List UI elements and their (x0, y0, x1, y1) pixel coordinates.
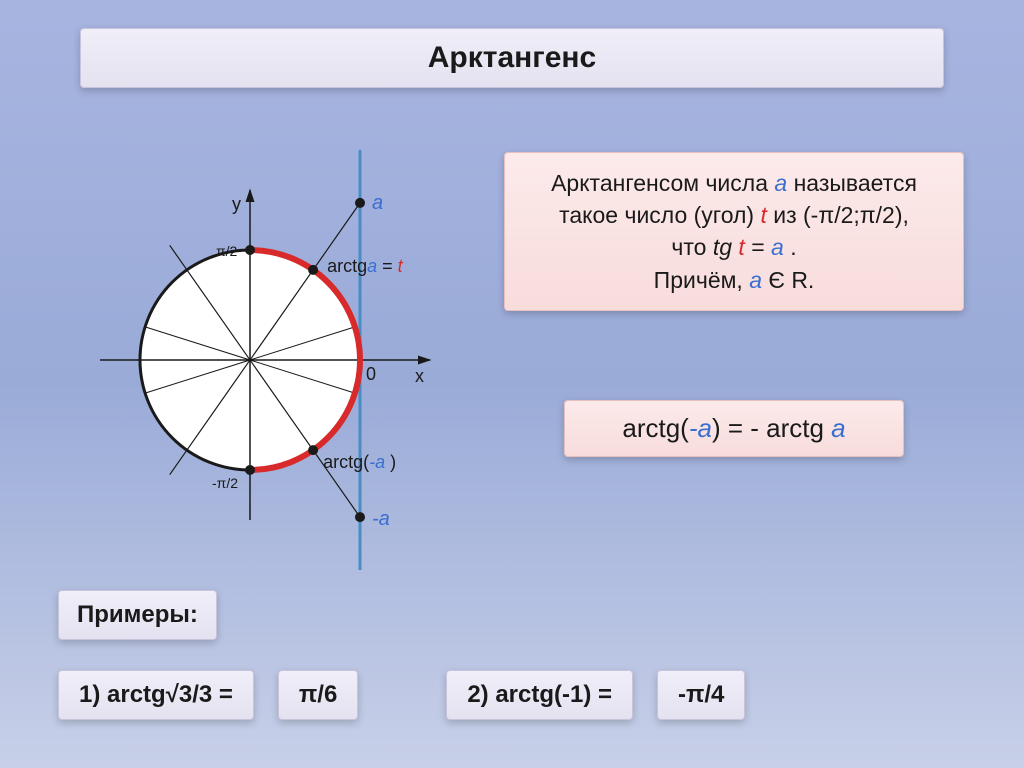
formula-neg-a: -а (689, 413, 712, 443)
example-lhs: 1) arctg√3/3 = (58, 670, 254, 720)
def-text: из (-π/2;π/2), (767, 202, 909, 228)
definition-box: Арктангенсом числа а называется такое чи… (504, 152, 964, 311)
example-rhs: -π/4 (657, 670, 745, 720)
svg-text:0: 0 (366, 364, 376, 384)
def-text: Арктангенсом числа (551, 170, 774, 196)
def-a: а (749, 267, 762, 293)
svg-text:arctgа = t: arctgа = t (327, 256, 404, 276)
example-lhs: 2) arctg(-1) = (446, 670, 633, 720)
def-text: = (745, 234, 771, 260)
formula-text: arctg( (622, 413, 688, 443)
svg-text:-а: -а (372, 508, 390, 530)
def-text: . (784, 234, 797, 260)
def-line2: такое число (угол) t из (-π/2;π/2), (523, 199, 945, 231)
def-text: называется (787, 170, 917, 196)
svg-text:arctg(-а ): arctg(-а ) (323, 452, 396, 472)
svg-text:π/2: π/2 (216, 243, 238, 259)
formula-a: а (831, 413, 845, 443)
unit-circle-diagram: у х 0 π/2 -π/2 а -а arctgа = t arctg(-а ) (60, 130, 450, 590)
def-text: такое число (угол) (559, 202, 760, 228)
formula-box: arctg(-а) = - arctg а (564, 400, 904, 457)
svg-text:а: а (372, 192, 383, 214)
def-text: tg (713, 234, 739, 260)
def-a: а (771, 234, 784, 260)
formula-text: ) = - arctg (712, 413, 831, 443)
svg-text:у: у (232, 194, 241, 214)
svg-text:х: х (415, 366, 424, 386)
def-line4: Причём, а Є R. (523, 264, 945, 296)
def-text: Причём, (654, 267, 750, 293)
diagram-svg: у х 0 π/2 -π/2 а -а arctgа = t arctg(-а ) (60, 130, 450, 590)
svg-text:-π/2: -π/2 (212, 475, 238, 491)
title-text: Арктангенс (428, 41, 597, 75)
def-line3: что tg t = а . (523, 231, 945, 263)
def-text: что (671, 234, 712, 260)
def-text: Є R. (762, 267, 814, 293)
title-box: Арктангенс (80, 28, 944, 88)
def-line1: Арктангенсом числа а называется (523, 167, 945, 199)
examples-row: 1) arctg√3/3 = π/6 2) arctg(-1) = -π/4 (58, 670, 966, 720)
example-rhs: π/6 (278, 670, 358, 720)
def-a: а (774, 170, 787, 196)
examples-label-text: Примеры: (77, 601, 198, 628)
examples-label: Примеры: (58, 590, 217, 640)
